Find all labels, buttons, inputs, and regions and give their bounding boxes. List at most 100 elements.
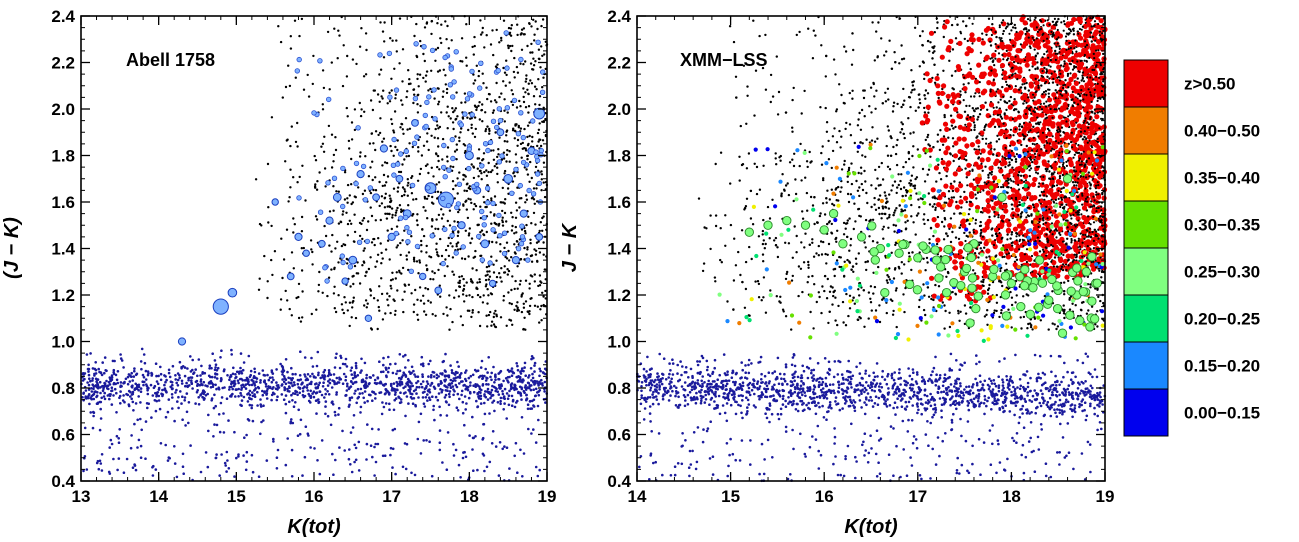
star-point: [907, 400, 911, 404]
star-point: [756, 386, 759, 390]
galaxy-point: [495, 241, 498, 244]
galaxy-point: [437, 268, 440, 272]
star-point: [400, 376, 404, 379]
galaxy-point: [500, 36, 503, 40]
galaxy-point: [423, 195, 426, 199]
star-point: [461, 456, 465, 460]
star-point: [99, 417, 103, 420]
star-point: [668, 382, 671, 386]
star-point: [178, 376, 181, 380]
star-point: [100, 469, 104, 472]
star-point: [1081, 361, 1085, 365]
star-point: [87, 363, 90, 367]
member-circle: [391, 136, 397, 143]
galaxy-point: [496, 172, 499, 176]
galaxy-point: [502, 294, 506, 298]
star-point: [147, 402, 150, 406]
star-point: [87, 383, 91, 387]
member-circle: [496, 106, 502, 112]
galaxy-point: [469, 187, 472, 191]
star-point: [292, 405, 296, 409]
star-point: [252, 380, 255, 383]
star-point: [762, 472, 766, 476]
star-point: [119, 353, 122, 356]
galaxy-point: [442, 68, 445, 72]
star-point: [341, 382, 345, 386]
galaxy-point: [442, 90, 445, 93]
member-circle: [425, 185, 431, 191]
galaxy-point: [512, 127, 515, 130]
star-point: [237, 455, 240, 458]
star-point: [167, 368, 171, 372]
star-point: [92, 392, 96, 396]
member-circle: [341, 277, 349, 285]
star-point: [432, 375, 436, 378]
galaxy-point: [396, 206, 399, 210]
star-point: [721, 383, 725, 387]
galaxy-point: [458, 275, 461, 279]
galaxy-point: [496, 63, 499, 66]
galaxy-point: [468, 232, 471, 235]
star-point: [455, 406, 459, 410]
star-point: [334, 458, 337, 462]
star-point: [382, 384, 386, 387]
star-point: [725, 419, 729, 423]
star-point: [1001, 378, 1004, 382]
star-point: [164, 415, 168, 419]
star-point: [202, 380, 206, 384]
member-circle: [414, 243, 421, 250]
member-circle: [503, 174, 514, 184]
star-point: [429, 384, 432, 387]
galaxy-point: [364, 299, 368, 302]
galaxy-point: [427, 89, 430, 92]
star-point: [242, 395, 246, 399]
star-point: [290, 448, 294, 452]
galaxy-point: [528, 282, 531, 285]
star-point: [344, 375, 348, 379]
star-point: [175, 381, 178, 385]
galaxy-point: [419, 104, 422, 108]
star-point: [189, 376, 192, 379]
member-circle: [423, 123, 429, 130]
galaxy-point: [513, 56, 516, 60]
star-point: [426, 382, 430, 386]
galaxy-point: [449, 117, 452, 120]
star-point: [402, 355, 405, 358]
member-circle: [530, 118, 536, 124]
galaxy-point: [482, 195, 485, 199]
star-point: [408, 390, 412, 393]
galaxy-point: [493, 165, 496, 168]
star-point: [412, 397, 416, 400]
member-circle: [450, 155, 456, 162]
star-point: [298, 374, 302, 377]
galaxy-point: [327, 124, 331, 128]
galaxy-point: [367, 267, 371, 271]
star-point: [189, 370, 193, 373]
star-point: [190, 382, 194, 386]
star-point: [934, 384, 938, 387]
star-point: [210, 366, 213, 370]
galaxy-point: [304, 199, 307, 202]
galaxy-point: [534, 20, 537, 23]
member-circle: [398, 215, 404, 221]
galaxy-point: [440, 111, 443, 114]
star-point: [799, 432, 802, 436]
star-point: [485, 383, 488, 386]
galaxy-point: [401, 298, 404, 301]
star-point: [381, 454, 385, 458]
star-point: [122, 394, 125, 397]
star-point: [154, 362, 158, 366]
star-point: [185, 381, 188, 385]
star-point: [323, 396, 326, 399]
star-point: [324, 388, 327, 391]
star-point: [146, 373, 150, 377]
member-circle: [460, 244, 466, 250]
galaxy-point: [376, 93, 380, 96]
galaxy-point: [451, 320, 454, 324]
member-circle: [332, 192, 342, 202]
star-point: [764, 381, 768, 384]
galaxy-point: [542, 241, 545, 244]
galaxy-point: [541, 229, 544, 232]
star-point: [1015, 441, 1018, 445]
star-point: [843, 397, 847, 400]
